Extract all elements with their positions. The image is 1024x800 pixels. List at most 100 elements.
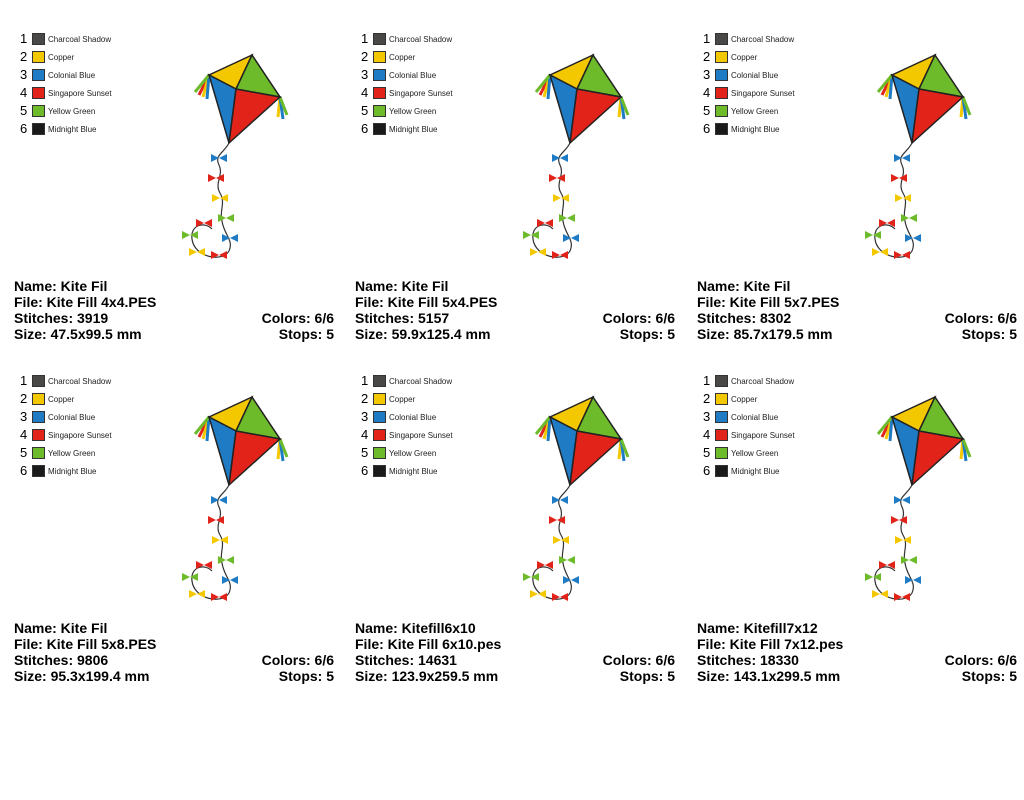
left-tassel	[193, 416, 211, 442]
design-name: Name: Kite Fil	[14, 278, 108, 294]
thread-number: 3	[703, 67, 711, 82]
design-stitches: Stitches: 8302	[697, 310, 792, 326]
thread-name: Singapore Sunset	[48, 88, 112, 98]
color-swatch	[715, 105, 728, 117]
thread-name: Colonial Blue	[48, 412, 96, 422]
thread-name: Copper	[48, 394, 75, 404]
design-colors: Colors: 6/6	[261, 310, 334, 326]
thread-color-legend: 1 Charcoal Shadow 2 Copper 3 Colonial Bl…	[20, 30, 112, 138]
thread-number: 4	[703, 85, 711, 100]
design-card: 1 Charcoal Shadow 2 Copper 3 Colonial Bl…	[697, 20, 1017, 350]
right-tassel	[617, 438, 630, 462]
thread-color-row: 2 Copper	[20, 48, 112, 66]
left-tassel	[876, 416, 894, 442]
thread-name: Yellow Green	[389, 448, 437, 458]
design-name: Name: Kite Fil	[697, 278, 791, 294]
design-name: Name: Kitefill7x12	[697, 620, 818, 636]
design-file: File: Kite Fill 5x7.PES	[697, 294, 840, 310]
thread-color-row: 6 Midnight Blue	[361, 120, 453, 138]
thread-number: 4	[361, 427, 369, 442]
thread-color-row: 4 Singapore Sunset	[20, 426, 112, 444]
color-swatch	[715, 411, 728, 423]
color-swatch	[32, 465, 45, 477]
thread-name: Singapore Sunset	[731, 88, 795, 98]
color-swatch	[373, 393, 386, 405]
thread-name: Midnight Blue	[389, 124, 438, 134]
thread-color-row: 2 Copper	[20, 390, 112, 408]
kite-embroidery-image	[182, 53, 289, 259]
left-tassel	[534, 416, 552, 442]
thread-number: 2	[20, 391, 28, 406]
thread-name: Copper	[48, 52, 75, 62]
thread-color-legend: 1 Charcoal Shadow 2 Copper 3 Colonial Bl…	[703, 30, 795, 138]
design-stops: Stops: 5	[619, 326, 675, 342]
thread-number: 1	[703, 373, 711, 388]
color-swatch	[32, 33, 45, 45]
design-card: 1 Charcoal Shadow 2 Copper 3 Colonial Bl…	[14, 20, 334, 350]
design-colors: Colors: 6/6	[944, 310, 1017, 326]
thread-color-legend: 1 Charcoal Shadow 2 Copper 3 Colonial Bl…	[361, 30, 453, 138]
kite-embroidery-image	[865, 53, 972, 259]
thread-color-row: 6 Midnight Blue	[361, 462, 453, 480]
design-card: 1 Charcoal Shadow 2 Copper 3 Colonial Bl…	[355, 20, 675, 350]
kite-embroidery-image	[523, 53, 630, 259]
color-swatch	[32, 375, 45, 387]
color-swatch	[32, 51, 45, 63]
thread-number: 3	[703, 409, 711, 424]
color-swatch	[715, 51, 728, 63]
design-stops: Stops: 5	[961, 326, 1017, 342]
color-swatch	[32, 69, 45, 81]
design-file: File: Kite Fill 4x4.PES	[14, 294, 157, 310]
design-stops: Stops: 5	[961, 668, 1017, 684]
kite-tail-string	[532, 142, 572, 258]
design-colors: Colors: 6/6	[602, 652, 675, 668]
design-file: File: Kite Fill 5x4.PES	[355, 294, 498, 310]
thread-color-row: 6 Midnight Blue	[20, 462, 112, 480]
color-swatch	[715, 87, 728, 99]
thread-number: 6	[20, 463, 28, 478]
design-stops: Stops: 5	[278, 326, 334, 342]
design-stops: Stops: 5	[278, 668, 334, 684]
color-swatch	[373, 465, 386, 477]
thread-color-row: 1 Charcoal Shadow	[703, 30, 795, 48]
design-stitches: Stitches: 5157	[355, 310, 450, 326]
design-stitches: Stitches: 14631	[355, 652, 457, 668]
thread-color-row: 5 Yellow Green	[361, 444, 453, 462]
design-size: Size: 143.1x299.5 mm	[697, 668, 841, 684]
thread-number: 2	[703, 49, 711, 64]
design-name: Name: Kite Fil	[355, 278, 449, 294]
thread-color-row: 3 Colonial Blue	[703, 408, 795, 426]
color-swatch	[373, 429, 386, 441]
kite-embroidery-image	[182, 395, 289, 601]
design-size: Size: 85.7x179.5 mm	[697, 326, 833, 342]
kite-body	[548, 53, 623, 145]
thread-name: Midnight Blue	[48, 124, 97, 134]
thread-number: 2	[703, 391, 711, 406]
thread-name: Colonial Blue	[389, 70, 437, 80]
thread-number: 2	[361, 391, 369, 406]
thread-number: 3	[361, 409, 369, 424]
color-swatch	[373, 447, 386, 459]
thread-number: 4	[20, 427, 28, 442]
thread-color-row: 4 Singapore Sunset	[20, 84, 112, 102]
tail-bows	[523, 496, 579, 601]
left-tassel	[193, 74, 211, 100]
thread-number: 5	[361, 445, 369, 460]
thread-name: Midnight Blue	[731, 124, 780, 134]
thread-name: Copper	[731, 52, 758, 62]
thread-name: Colonial Blue	[731, 412, 779, 422]
design-file: File: Kite Fill 5x8.PES	[14, 636, 157, 652]
left-tassel	[534, 74, 552, 100]
design-size: Size: 123.9x259.5 mm	[355, 668, 499, 684]
color-swatch	[715, 33, 728, 45]
color-swatch	[715, 375, 728, 387]
color-swatch	[32, 411, 45, 423]
color-swatch	[32, 429, 45, 441]
tail-bows	[865, 154, 921, 259]
right-tassel	[617, 96, 630, 120]
color-swatch	[715, 465, 728, 477]
design-colors: Colors: 6/6	[261, 652, 334, 668]
tail-bows	[865, 496, 921, 601]
thread-color-row: 1 Charcoal Shadow	[361, 30, 453, 48]
design-colors: Colors: 6/6	[944, 652, 1017, 668]
